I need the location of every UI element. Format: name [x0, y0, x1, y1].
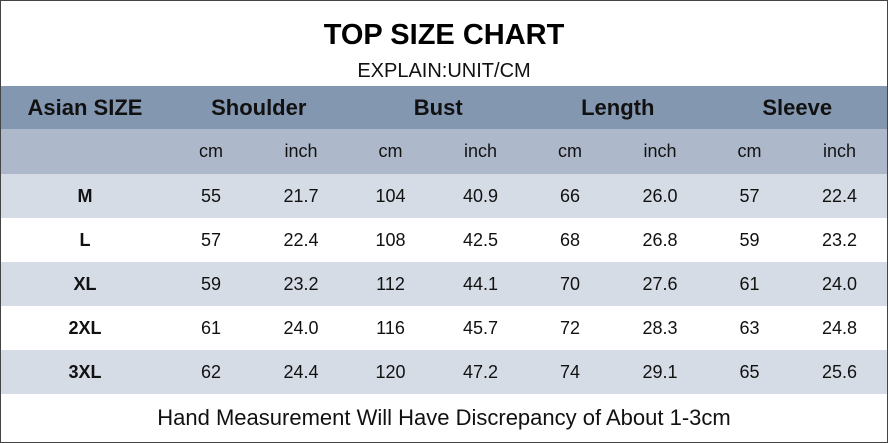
table-cell: 22.4 — [283, 229, 319, 250]
unit-header: inch — [822, 141, 857, 161]
row-band — [1, 218, 887, 262]
column-group-header: Sleeve — [762, 94, 833, 120]
unit-header: cm — [199, 141, 223, 161]
table-cell: 72 — [559, 317, 581, 338]
table-cell: 70 — [559, 273, 581, 294]
row-band — [1, 262, 887, 306]
row-band — [1, 129, 887, 174]
table-cell: 40.9 — [462, 185, 499, 206]
size-label: XL — [73, 273, 97, 294]
table-cell: 44.1 — [462, 273, 499, 294]
column-group-header: Bust — [413, 94, 463, 120]
table-cell: 57 — [739, 185, 760, 206]
table-cell: 26.8 — [642, 229, 678, 250]
table-cell: 57 — [200, 229, 222, 250]
table-cell: 61 — [200, 317, 222, 338]
size-label: 2XL — [68, 317, 102, 338]
table-cell: 74 — [559, 361, 581, 382]
table-cell: 62 — [200, 361, 222, 382]
size-label: M — [77, 185, 93, 206]
table-cell: 59 — [200, 273, 222, 294]
unit-header: cm — [737, 141, 762, 161]
subtitle: EXPLAIN:UNIT/CM — [357, 59, 531, 82]
table-cell: 25.6 — [821, 361, 858, 382]
unit-header: cm — [558, 141, 582, 161]
table-cell: 55 — [200, 185, 222, 206]
table-cell: 29.1 — [642, 361, 678, 382]
row-band — [1, 86, 887, 129]
table-cell: 21.7 — [283, 185, 319, 206]
unit-header: cm — [378, 141, 403, 161]
table-cell: 47.2 — [462, 361, 499, 382]
unit-header: inch — [463, 141, 498, 161]
column-group-header: Asian SIZE — [27, 94, 143, 120]
table-cell: 66 — [559, 185, 581, 206]
table-cell: 112 — [376, 273, 405, 294]
table-cell: 22.4 — [821, 185, 858, 206]
size-label: 3XL — [68, 361, 102, 382]
footer-note: Hand Measurement Will Have Discrepancy o… — [157, 405, 731, 430]
table-cell: 26.0 — [642, 185, 678, 206]
unit-header: inch — [643, 141, 677, 161]
table-cell: 63 — [739, 317, 760, 338]
table-cell: 27.6 — [642, 273, 678, 294]
table-cell: 24.4 — [283, 361, 319, 382]
row-band — [1, 306, 887, 350]
table-cell: 24.8 — [821, 317, 858, 338]
table-cell: 65 — [739, 361, 760, 382]
unit-header: inch — [284, 141, 318, 161]
table-cell: 28.3 — [642, 317, 678, 338]
table-cell: 59 — [739, 229, 760, 250]
column-group-header: Shoulder — [211, 94, 307, 120]
table-cell: 68 — [559, 229, 581, 250]
table-cell: 24.0 — [821, 273, 858, 294]
table-cell: 104 — [375, 185, 406, 206]
table-cell: 23.2 — [821, 229, 858, 250]
row-band — [1, 350, 887, 394]
table-cell: 116 — [376, 317, 405, 338]
table-cell: 61 — [739, 273, 760, 294]
column-group-header: Length — [581, 94, 655, 120]
size-label: L — [79, 229, 91, 250]
table-cell: 24.0 — [283, 317, 319, 338]
row-band — [1, 174, 887, 218]
table-cell: 23.2 — [283, 273, 319, 294]
table-cell: 108 — [375, 229, 406, 250]
table-cell: 42.5 — [462, 229, 499, 250]
table-cell: 45.7 — [462, 317, 499, 338]
title: TOP SIZE CHART — [323, 18, 565, 51]
table-cell: 120 — [375, 361, 406, 382]
